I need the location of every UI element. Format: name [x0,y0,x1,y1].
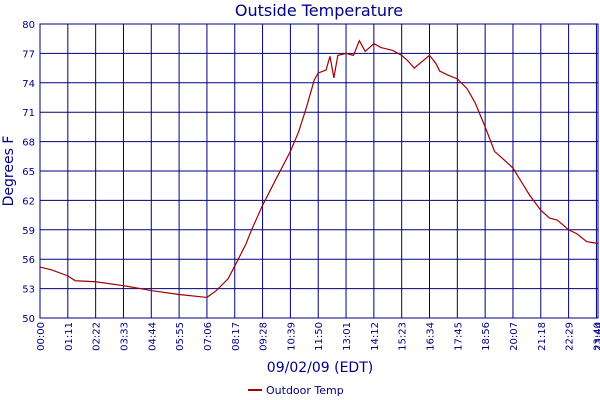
y-tick-label: 59 [22,226,35,237]
y-tick-label: 77 [22,49,35,60]
y-tick-label: 65 [22,167,35,178]
plot-border [39,23,599,319]
y-tick-label: 53 [22,285,35,296]
x-tick-label: 23:40 [592,322,600,351]
y-tick-label: 68 [22,138,35,149]
y-tick-label: 62 [22,196,35,207]
x-tick-label: 22:29 [565,322,576,351]
x-tick-label: 16:34 [426,322,437,351]
x-tick-label: 11:50 [314,322,325,351]
x-tick-label: 23:44 [594,322,600,351]
x-axis-label: 09/02/09 (EDT) [267,360,373,376]
x-tick-label: 20:07 [509,322,520,351]
x-tick-label: 05:55 [175,322,186,351]
x-tick-label: 00:00 [36,322,47,351]
y-tick-label: 71 [22,108,35,119]
x-tick-label: 07:06 [203,322,214,351]
x-tick-label: 10:39 [286,322,297,351]
y-tick-label: 80 [22,20,35,31]
x-tick-label: 18:56 [481,322,492,351]
x-tick-label: 17:45 [453,322,464,351]
x-tick-label: 15:23 [398,322,409,351]
y-axis-label: Degrees F [1,136,17,207]
x-tick-label: 14:12 [370,322,381,351]
chart-title: Outside Temperature [235,1,403,20]
x-tick-label: 13:01 [342,322,353,351]
x-tick-label: 08:17 [231,322,242,351]
y-tick-label: 74 [22,79,35,90]
legend-label: Outdoor Temp [266,384,344,397]
y-tick-label: 50 [22,314,35,325]
x-tick-label: 01:11 [64,322,75,351]
x-tick-label: 04:44 [147,322,158,351]
x-tick-label: 02:22 [92,322,103,351]
x-tick-label: 09:28 [259,322,270,351]
y-tick-label: 56 [22,255,35,266]
x-tick-label: 21:18 [537,322,548,351]
data-line [39,39,599,299]
x-tick-label: 03:33 [119,322,130,351]
